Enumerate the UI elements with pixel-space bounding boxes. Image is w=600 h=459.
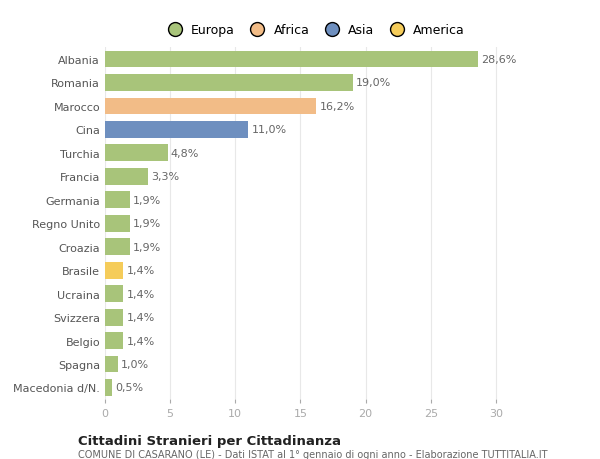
Bar: [105, 75, 353, 92]
Text: COMUNE DI CASARANO (LE) - Dati ISTAT al 1° gennaio di ogni anno - Elaborazione T: COMUNE DI CASARANO (LE) - Dati ISTAT al …: [78, 449, 548, 459]
Bar: [105, 356, 118, 373]
Text: 1,4%: 1,4%: [127, 289, 155, 299]
Text: 16,2%: 16,2%: [319, 102, 355, 112]
Bar: [105, 239, 130, 256]
Text: 11,0%: 11,0%: [251, 125, 287, 135]
Text: 1,0%: 1,0%: [121, 359, 149, 369]
Text: 4,8%: 4,8%: [171, 149, 199, 158]
Text: 1,4%: 1,4%: [127, 266, 155, 275]
Bar: [105, 332, 123, 349]
Legend: Europa, Africa, Asia, America: Europa, Africa, Asia, America: [157, 19, 470, 42]
Text: Cittadini Stranieri per Cittadinanza: Cittadini Stranieri per Cittadinanza: [78, 434, 341, 447]
Bar: [105, 309, 123, 326]
Bar: [105, 262, 123, 279]
Bar: [105, 51, 478, 68]
Text: 3,3%: 3,3%: [151, 172, 179, 182]
Text: 1,4%: 1,4%: [127, 313, 155, 322]
Text: 0,5%: 0,5%: [115, 383, 143, 392]
Text: 19,0%: 19,0%: [356, 78, 391, 88]
Bar: [105, 215, 130, 232]
Text: 1,9%: 1,9%: [133, 196, 161, 205]
Text: 1,4%: 1,4%: [127, 336, 155, 346]
Bar: [105, 98, 316, 115]
Bar: [105, 122, 248, 139]
Bar: [105, 145, 167, 162]
Text: 28,6%: 28,6%: [481, 55, 517, 65]
Bar: [105, 285, 123, 302]
Bar: [105, 192, 130, 209]
Bar: [105, 379, 112, 396]
Text: 1,9%: 1,9%: [133, 219, 161, 229]
Text: 1,9%: 1,9%: [133, 242, 161, 252]
Bar: [105, 168, 148, 185]
